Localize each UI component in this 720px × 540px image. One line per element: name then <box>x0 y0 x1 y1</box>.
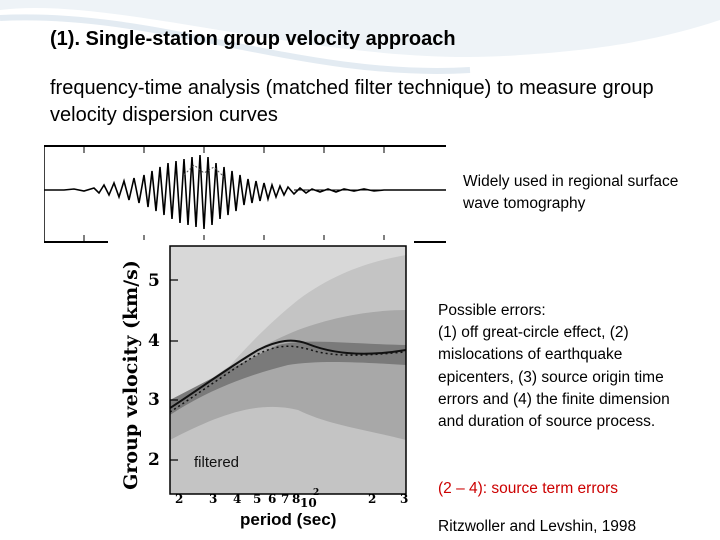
slide-title: (1). Single-station group velocity appro… <box>50 28 456 50</box>
x-tick-label: 7 <box>281 492 290 506</box>
x-axis-label: period (sec) <box>240 510 337 529</box>
x-tick-label: 6 <box>268 492 277 506</box>
panel-label: filtered <box>194 454 240 471</box>
y-tick-label: 2 <box>148 450 160 470</box>
x-tick-exponent: 2 <box>313 488 320 498</box>
x-tick-label: 5 <box>253 492 262 506</box>
x-tick-label: 10 <box>300 496 317 510</box>
x-tick-label: 4 <box>233 492 242 506</box>
possible-errors-note: Possible errors: (1) off great-circle ef… <box>438 300 678 433</box>
dispersion-figure <box>108 240 414 540</box>
x-tick-label: 2 <box>175 492 184 506</box>
y-axis-label: Group velocity (km/s) <box>120 260 142 490</box>
errors-body: (1) off great-circle effect, (2) misloca… <box>438 324 670 431</box>
y-tick-label: 5 <box>148 271 160 291</box>
y-tick-label: 4 <box>148 331 160 351</box>
dispersion-curve <box>169 339 407 409</box>
source-term-errors: (2 – 4): source term errors <box>438 480 619 497</box>
y-tick-label: 3 <box>148 390 160 410</box>
slide-subtitle: frequency-time analysis (matched filter … <box>50 77 654 126</box>
x-tick-label: 3 <box>209 492 218 506</box>
x-tick-label: 8 <box>292 492 301 506</box>
corner-swoosh-decoration <box>0 0 720 74</box>
x-tick-label: 3 <box>400 492 409 506</box>
citation: Ritzwoller and Levshin, 1998 <box>438 518 637 535</box>
seismogram-figure <box>44 145 446 243</box>
errors-heading: Possible errors: <box>438 302 546 319</box>
regional-tomography-note: Widely used in regional surface wave tom… <box>463 173 679 212</box>
x-tick-label: 2 <box>368 492 377 506</box>
